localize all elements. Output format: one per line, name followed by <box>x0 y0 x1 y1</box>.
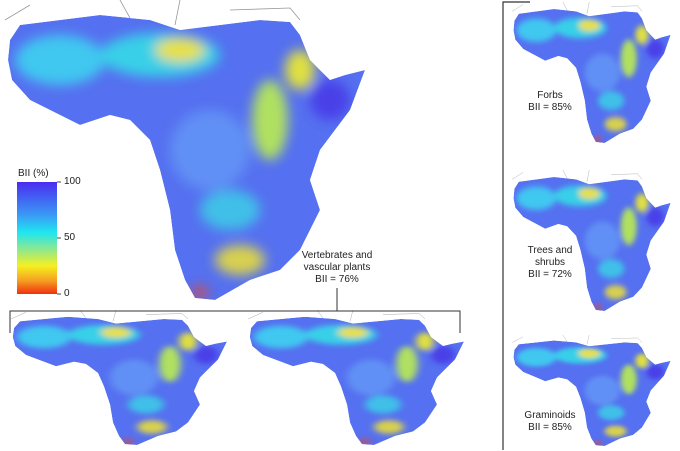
bracket <box>9 288 461 333</box>
trees-name-line1: Trees and <box>527 245 573 256</box>
main-map-label-line2: vascular plants <box>303 262 371 273</box>
forbs-label: Forbs BII = 85% <box>520 90 580 114</box>
trees-label: Trees and shrubs BII = 72% <box>520 245 580 281</box>
forbs-bii: BII = 85% <box>528 102 572 113</box>
main-map-bii: BII = 76% <box>315 274 359 285</box>
legend-tick-100: 100 <box>64 176 81 187</box>
legend-title: BII (%) <box>18 168 49 179</box>
legend-ticks <box>57 181 61 295</box>
graminoids-bii: BII = 85% <box>528 422 572 433</box>
side-panel-border <box>502 1 530 450</box>
legend-tick-0: 0 <box>64 288 70 299</box>
main-map-label: Vertebrates and vascular plants BII = 76… <box>287 250 387 286</box>
trees-name-line2: shrubs <box>534 257 565 268</box>
graminoids-name: Graminoids <box>524 410 576 421</box>
legend-colorbar <box>17 182 57 294</box>
graminoids-label: Graminoids BII = 85% <box>520 410 580 434</box>
map-trees-shrubs <box>512 170 670 311</box>
main-map-label-line1: Vertebrates and <box>301 250 373 261</box>
forbs-name: Forbs <box>537 90 563 101</box>
trees-bii: BII = 72% <box>528 269 572 280</box>
map-bottom-right <box>248 310 464 445</box>
legend-tick-50: 50 <box>64 232 76 243</box>
map-forbs <box>512 2 670 143</box>
map-bottom-left <box>11 310 227 445</box>
